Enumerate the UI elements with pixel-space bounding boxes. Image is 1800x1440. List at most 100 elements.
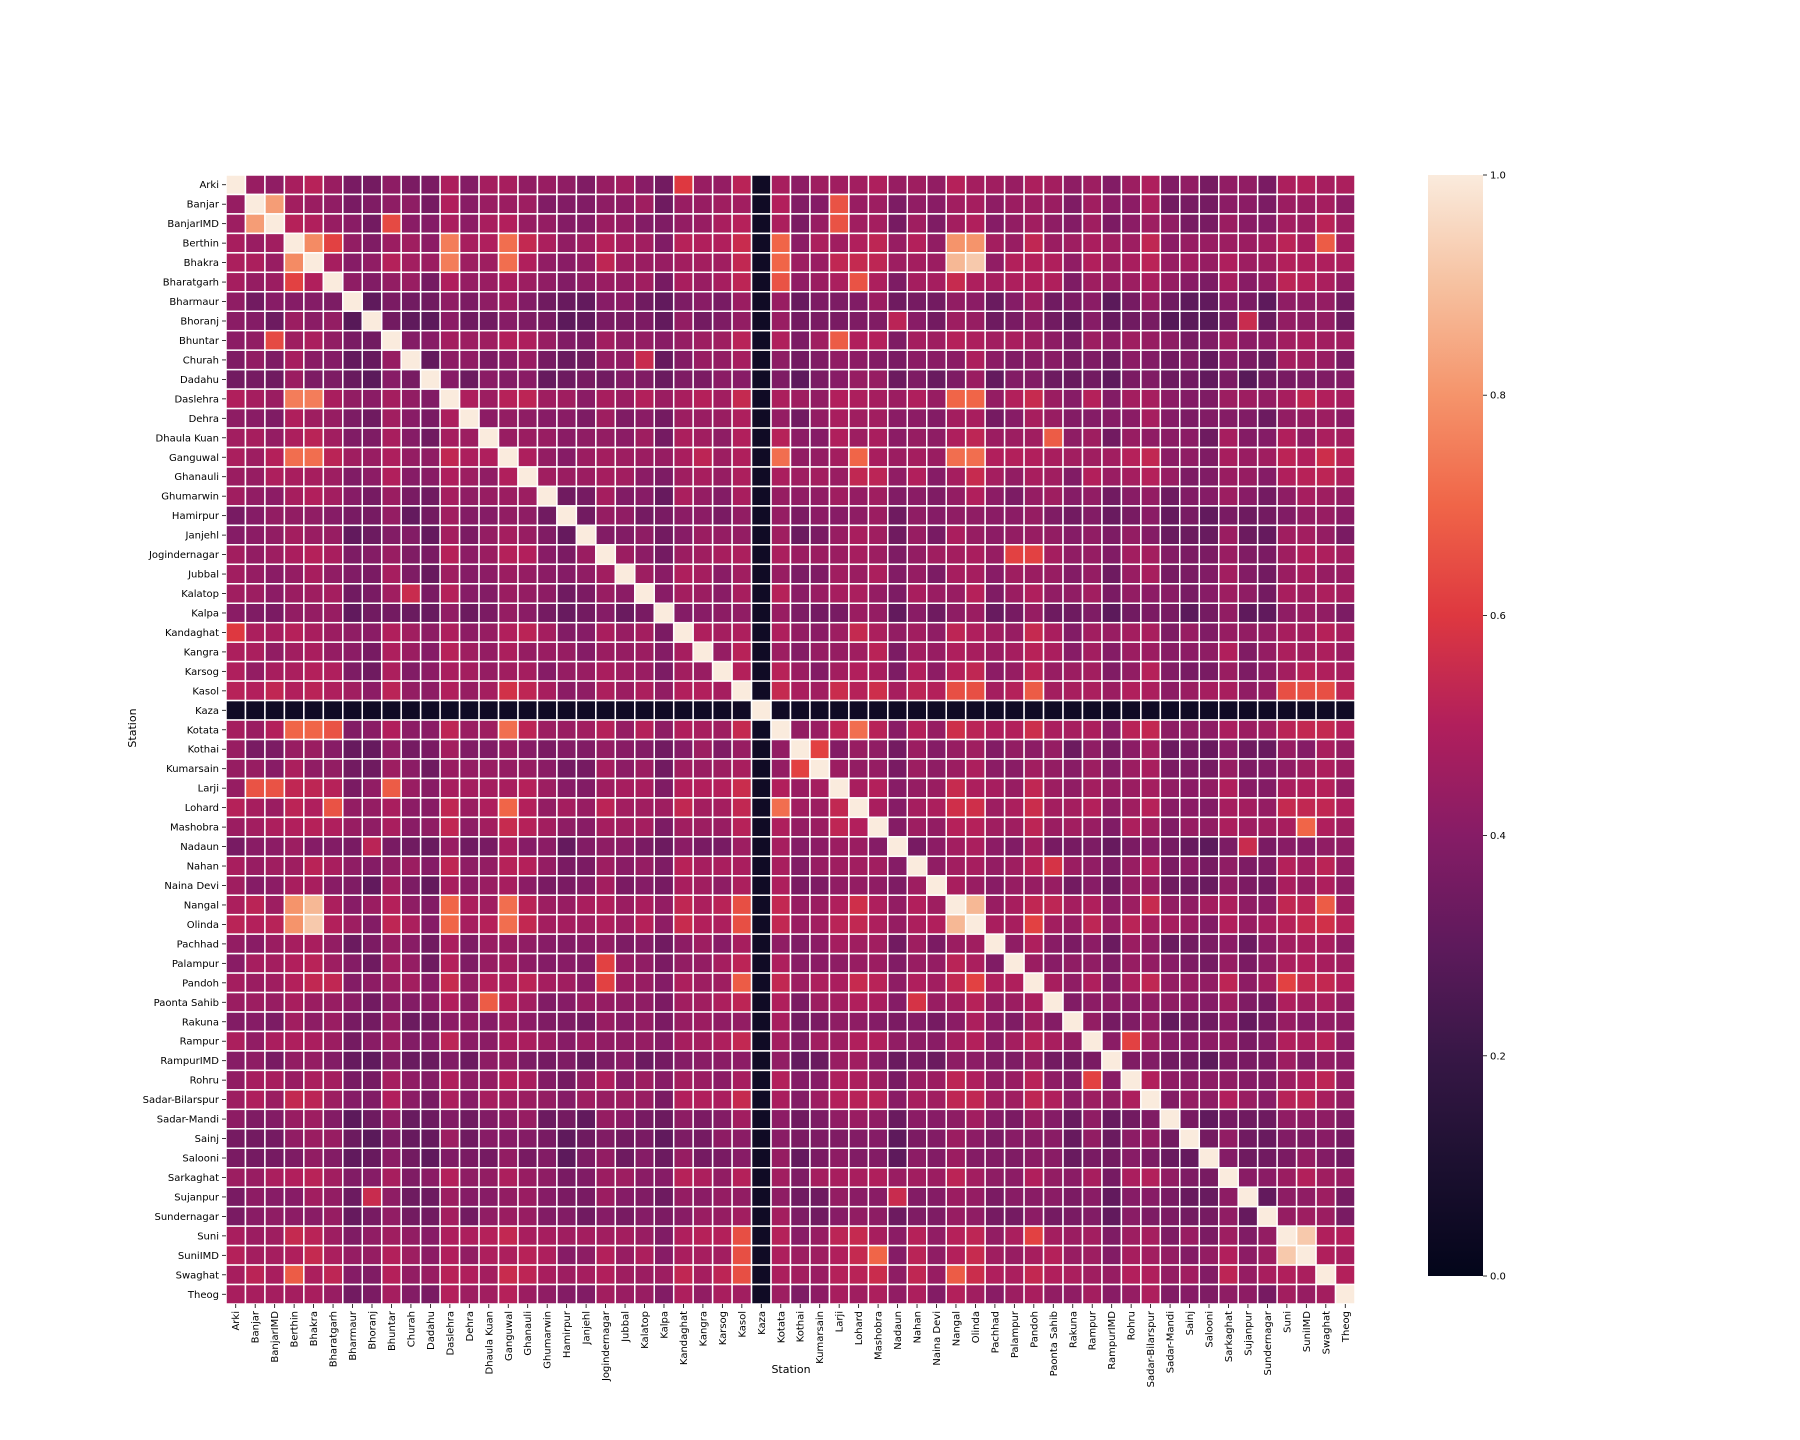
heatmap-cell <box>887 291 909 313</box>
heatmap-cell <box>595 407 617 429</box>
heatmap-cell <box>711 1050 733 1072</box>
heatmap-cell <box>361 1030 383 1052</box>
heatmap-cell <box>595 1166 617 1188</box>
heatmap-cell <box>614 174 636 196</box>
heatmap-cell <box>478 758 500 780</box>
heatmap-cell <box>887 388 909 410</box>
heatmap-cell <box>1101 329 1123 351</box>
heatmap-cell <box>244 466 266 488</box>
heatmap-cell <box>926 388 947 410</box>
heatmap-cell <box>614 621 636 643</box>
heatmap-cell <box>614 1128 636 1150</box>
x-tick-label: Bhoranj <box>367 1311 378 1350</box>
heatmap-cell <box>380 427 402 449</box>
heatmap-cell <box>1179 1147 1201 1169</box>
heatmap-cell <box>283 1030 305 1052</box>
heatmap-cell <box>809 193 831 215</box>
heatmap-cell <box>672 563 694 585</box>
heatmap-cell <box>770 1011 792 1033</box>
heatmap-cell <box>1081 1069 1103 1091</box>
heatmap-cell <box>225 485 247 507</box>
heatmap-cell <box>926 1147 947 1169</box>
heatmap-cell <box>1276 485 1298 507</box>
heatmap-cell <box>614 368 636 390</box>
heatmap-cell <box>322 1089 344 1111</box>
x-tick-label: Kotata <box>776 1311 787 1343</box>
heatmap-cell <box>653 699 675 721</box>
heatmap-cell <box>1003 329 1025 351</box>
heatmap-cell <box>595 563 617 585</box>
heatmap-cell <box>1140 271 1162 293</box>
heatmap-cell <box>1217 388 1239 410</box>
heatmap-cell <box>1198 1147 1220 1169</box>
heatmap-cell <box>1042 660 1064 682</box>
heatmap-cell <box>789 232 811 254</box>
heatmap-cell <box>828 660 850 682</box>
heatmap-cell <box>945 505 967 527</box>
heatmap-cell <box>770 1244 792 1266</box>
heatmap-cell <box>497 680 519 702</box>
heatmap-cell <box>1023 232 1045 254</box>
heatmap-cell <box>595 1225 617 1247</box>
heatmap-cell <box>614 641 636 663</box>
heatmap-cell <box>1237 485 1259 507</box>
heatmap-cell <box>225 583 247 605</box>
heatmap-cell <box>322 1030 344 1052</box>
heatmap-cell <box>809 699 831 721</box>
heatmap-cell <box>400 232 422 254</box>
heatmap-cell <box>1101 407 1123 429</box>
heatmap-cell <box>264 738 286 760</box>
heatmap-cell <box>1315 855 1337 877</box>
heatmap-cell <box>1120 505 1142 527</box>
heatmap-cell <box>828 875 850 896</box>
heatmap-cell <box>322 1225 344 1247</box>
heatmap-cell <box>1217 213 1239 235</box>
heatmap-cell <box>964 680 986 702</box>
heatmap-cell <box>536 894 558 916</box>
heatmap-cell <box>848 621 870 643</box>
heatmap-cell <box>595 875 617 896</box>
heatmap-cell <box>536 349 558 371</box>
heatmap-cell <box>517 1205 539 1227</box>
heatmap-cell <box>283 641 305 663</box>
heatmap-cell <box>731 1205 753 1227</box>
heatmap-cell <box>672 933 694 955</box>
heatmap-cell <box>653 505 675 527</box>
heatmap-cell <box>1003 1283 1025 1305</box>
heatmap-cell <box>653 894 675 916</box>
heatmap-cell <box>1062 407 1084 429</box>
heatmap-cell <box>1003 407 1025 429</box>
heatmap-cell <box>536 329 558 351</box>
heatmap-cell <box>945 699 967 721</box>
heatmap-cell <box>906 466 928 488</box>
heatmap-cell <box>1315 213 1337 235</box>
heatmap-cell <box>984 1089 1006 1111</box>
heatmap-cell <box>1256 1030 1278 1052</box>
heatmap-cell <box>809 291 831 313</box>
heatmap-cell <box>1003 1069 1025 1091</box>
heatmap-cell <box>1003 933 1025 955</box>
heatmap-cell <box>984 563 1006 585</box>
heatmap-cell <box>1256 894 1278 916</box>
heatmap-cell <box>692 563 714 585</box>
heatmap-cell <box>1101 1011 1123 1033</box>
heatmap-cell <box>809 602 831 624</box>
heatmap-cell <box>1023 1283 1045 1305</box>
heatmap-cell <box>887 1244 909 1266</box>
x-tick-label: Bhuntar <box>387 1310 398 1351</box>
heatmap-cell <box>1237 602 1259 624</box>
heatmap-cell <box>1081 1050 1103 1072</box>
heatmap-cell <box>400 1011 422 1033</box>
heatmap-cell <box>1062 1244 1084 1266</box>
heatmap-cell <box>322 1128 344 1150</box>
heatmap-cell <box>458 252 480 274</box>
heatmap-cell <box>945 738 967 760</box>
heatmap-cell <box>750 758 772 780</box>
heatmap-cell <box>789 952 811 974</box>
heatmap-cell <box>1101 641 1123 663</box>
heatmap-cell <box>575 855 597 877</box>
heatmap-cell <box>225 505 247 527</box>
heatmap-cell <box>1120 1030 1142 1052</box>
heatmap-cell <box>770 583 792 605</box>
heatmap-cell <box>789 836 811 858</box>
